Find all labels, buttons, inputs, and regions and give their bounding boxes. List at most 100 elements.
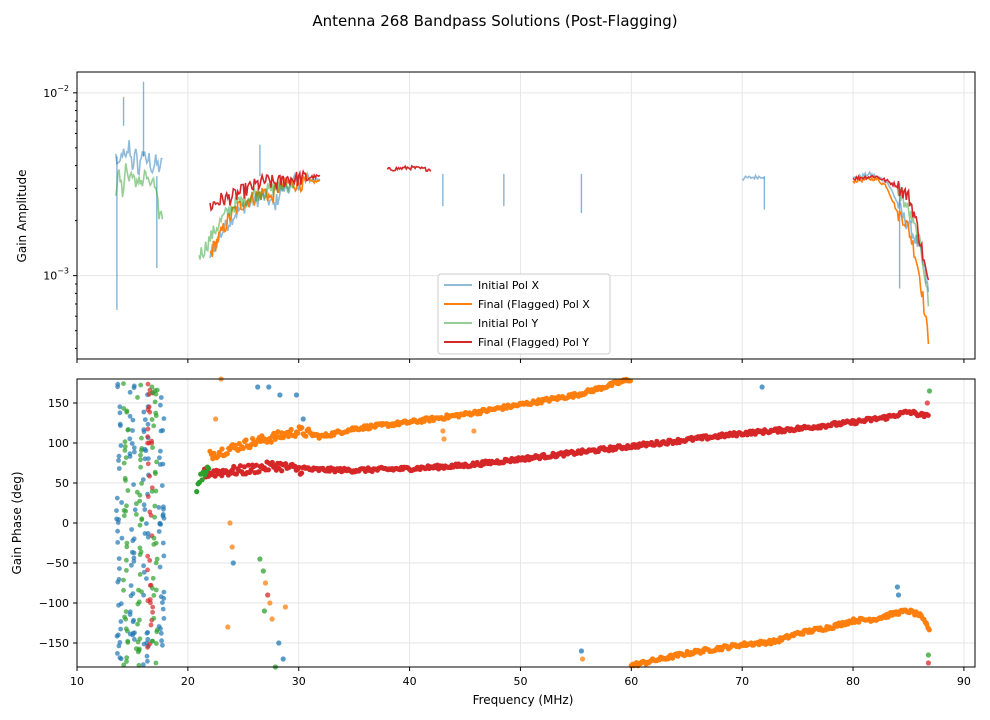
phase-point: [256, 469, 262, 475]
phase-noise-point: [117, 410, 123, 416]
phase-noise-point: [124, 655, 130, 660]
phase-noise-point: [160, 606, 166, 612]
phase-noise-point: [161, 515, 167, 521]
x-tick-label: 80: [846, 675, 860, 688]
phase-noise-point: [127, 612, 133, 617]
phase-point: [303, 433, 309, 439]
phase-noise-point: [116, 643, 122, 649]
phase-noise-point: [142, 456, 148, 462]
phase-outlier-point: [440, 428, 446, 434]
phase-noise-point: [127, 413, 133, 419]
phase-noise-point: [137, 492, 143, 498]
amplitude-y-ticks: 10−2 10−3: [43, 84, 77, 349]
phase-outlier-point: [579, 656, 586, 662]
phase-point: [299, 470, 305, 476]
phase-noise-point: [159, 638, 165, 644]
phase-noise-point: [152, 503, 158, 509]
phase-outlier-point: [441, 436, 447, 442]
phase-noise-point: [141, 427, 147, 432]
x-tick-label: 70: [735, 675, 749, 688]
legend-label-final-y: Final (Flagged) Pol Y: [478, 336, 589, 349]
phase-noise-point: [148, 512, 154, 518]
phase-noise-point: [131, 482, 137, 487]
phase-noise-point: [145, 553, 151, 559]
phase-noise-point: [156, 505, 162, 510]
phase-noise-point: [121, 460, 127, 466]
phase-point: [240, 445, 246, 451]
phase-noise-point: [121, 406, 127, 411]
phase-noise-point: [127, 389, 133, 395]
phase-outlier-point: [895, 592, 902, 598]
amplitude-axes-frame: [76, 71, 976, 360]
phase-noise-point: [145, 534, 151, 540]
phase-noise-point: [161, 616, 167, 621]
phase-y-tick-label: 150: [48, 397, 69, 410]
phase-noise-point: [125, 427, 131, 433]
phase-noise-point: [146, 456, 151, 461]
phase-noise-point: [124, 568, 129, 573]
phase-outlier-point: [925, 660, 932, 666]
phase-noise-point: [150, 390, 156, 396]
phase-noise-point: [141, 502, 147, 508]
phase-noise-point: [151, 535, 157, 541]
phase-noise-point: [117, 421, 123, 427]
phase-noise-point: [130, 417, 136, 423]
phase-series-initial-pol-y: [194, 464, 212, 495]
amplitude-panel: 10−2 10−3 Gain Amplitude Initial Pol X Fi…: [15, 71, 976, 363]
phase-y-tick-label: −100: [39, 597, 69, 610]
phase-outlier-point: [276, 640, 282, 646]
phase-noise-point: [145, 636, 151, 642]
phase-noise-point: [115, 384, 120, 390]
phase-noise-point: [118, 619, 124, 624]
phase-series-final-pol-x: [207, 376, 932, 669]
phase-noise-point: [145, 567, 151, 573]
phase-noise-point: [118, 443, 124, 448]
series-initial-pol-y: [198, 175, 299, 260]
phase-point: [206, 465, 212, 472]
phase-noise-point: [141, 641, 147, 647]
phase-noise-point: [135, 395, 140, 400]
phase-noise-point: [119, 535, 125, 541]
phase-outlier-point: [293, 392, 300, 398]
phase-noise-point: [145, 421, 151, 427]
phase-noise-point: [134, 501, 139, 507]
phase-noise-point: [154, 629, 160, 635]
phase-outlier-point: [759, 384, 765, 390]
phase-noise-point: [121, 381, 126, 386]
phase-noise-point: [154, 556, 160, 562]
phase-noise-point: [157, 520, 163, 526]
legend-box: [437, 273, 611, 355]
phase-point: [296, 464, 302, 471]
phase-noise-point: [145, 644, 150, 650]
phase-noise-point: [144, 630, 150, 636]
phase-noise-point: [123, 455, 129, 460]
phase-noise-point: [144, 521, 149, 526]
phase-noise-point: [141, 409, 147, 415]
phase-noise-point: [117, 655, 123, 661]
phase-point: [285, 433, 292, 440]
phase-outlier-point: [266, 384, 272, 390]
phase-noise-point: [129, 527, 135, 532]
phase-noise-point: [147, 558, 153, 563]
phase-noise-point: [145, 658, 150, 664]
phase-x-ticks: 10 20 30 40 50 60 70 80 90: [70, 667, 971, 688]
phase-noise-point: [149, 489, 155, 494]
phase-noise-point: [153, 660, 159, 666]
series-initial-pol-x: [741, 173, 765, 182]
amp-y-tick-label: 10−2: [43, 84, 69, 100]
phase-noise-point: [130, 428, 135, 433]
phase-noise-point: [156, 529, 162, 534]
phase-outlier-point: [471, 428, 477, 434]
phase-noise-point: [114, 508, 119, 513]
x-axis-label: Frequency (MHz): [473, 693, 574, 707]
phase-y-ticks: −150 −100 −50 0 50 100 150: [39, 397, 77, 650]
phase-noise-point: [145, 434, 151, 440]
phase-noise-point: [131, 555, 137, 561]
phase-noise-point: [151, 593, 157, 598]
phase-y-tick-label: 0: [62, 517, 69, 530]
phase-noise-point: [153, 641, 159, 646]
phase-outlier-point: [894, 584, 901, 590]
phase-noise-point: [152, 514, 158, 520]
